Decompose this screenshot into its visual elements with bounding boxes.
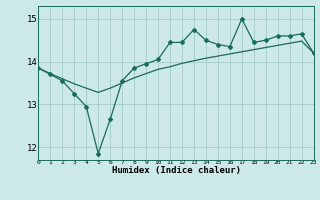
X-axis label: Humidex (Indice chaleur): Humidex (Indice chaleur) (111, 166, 241, 175)
